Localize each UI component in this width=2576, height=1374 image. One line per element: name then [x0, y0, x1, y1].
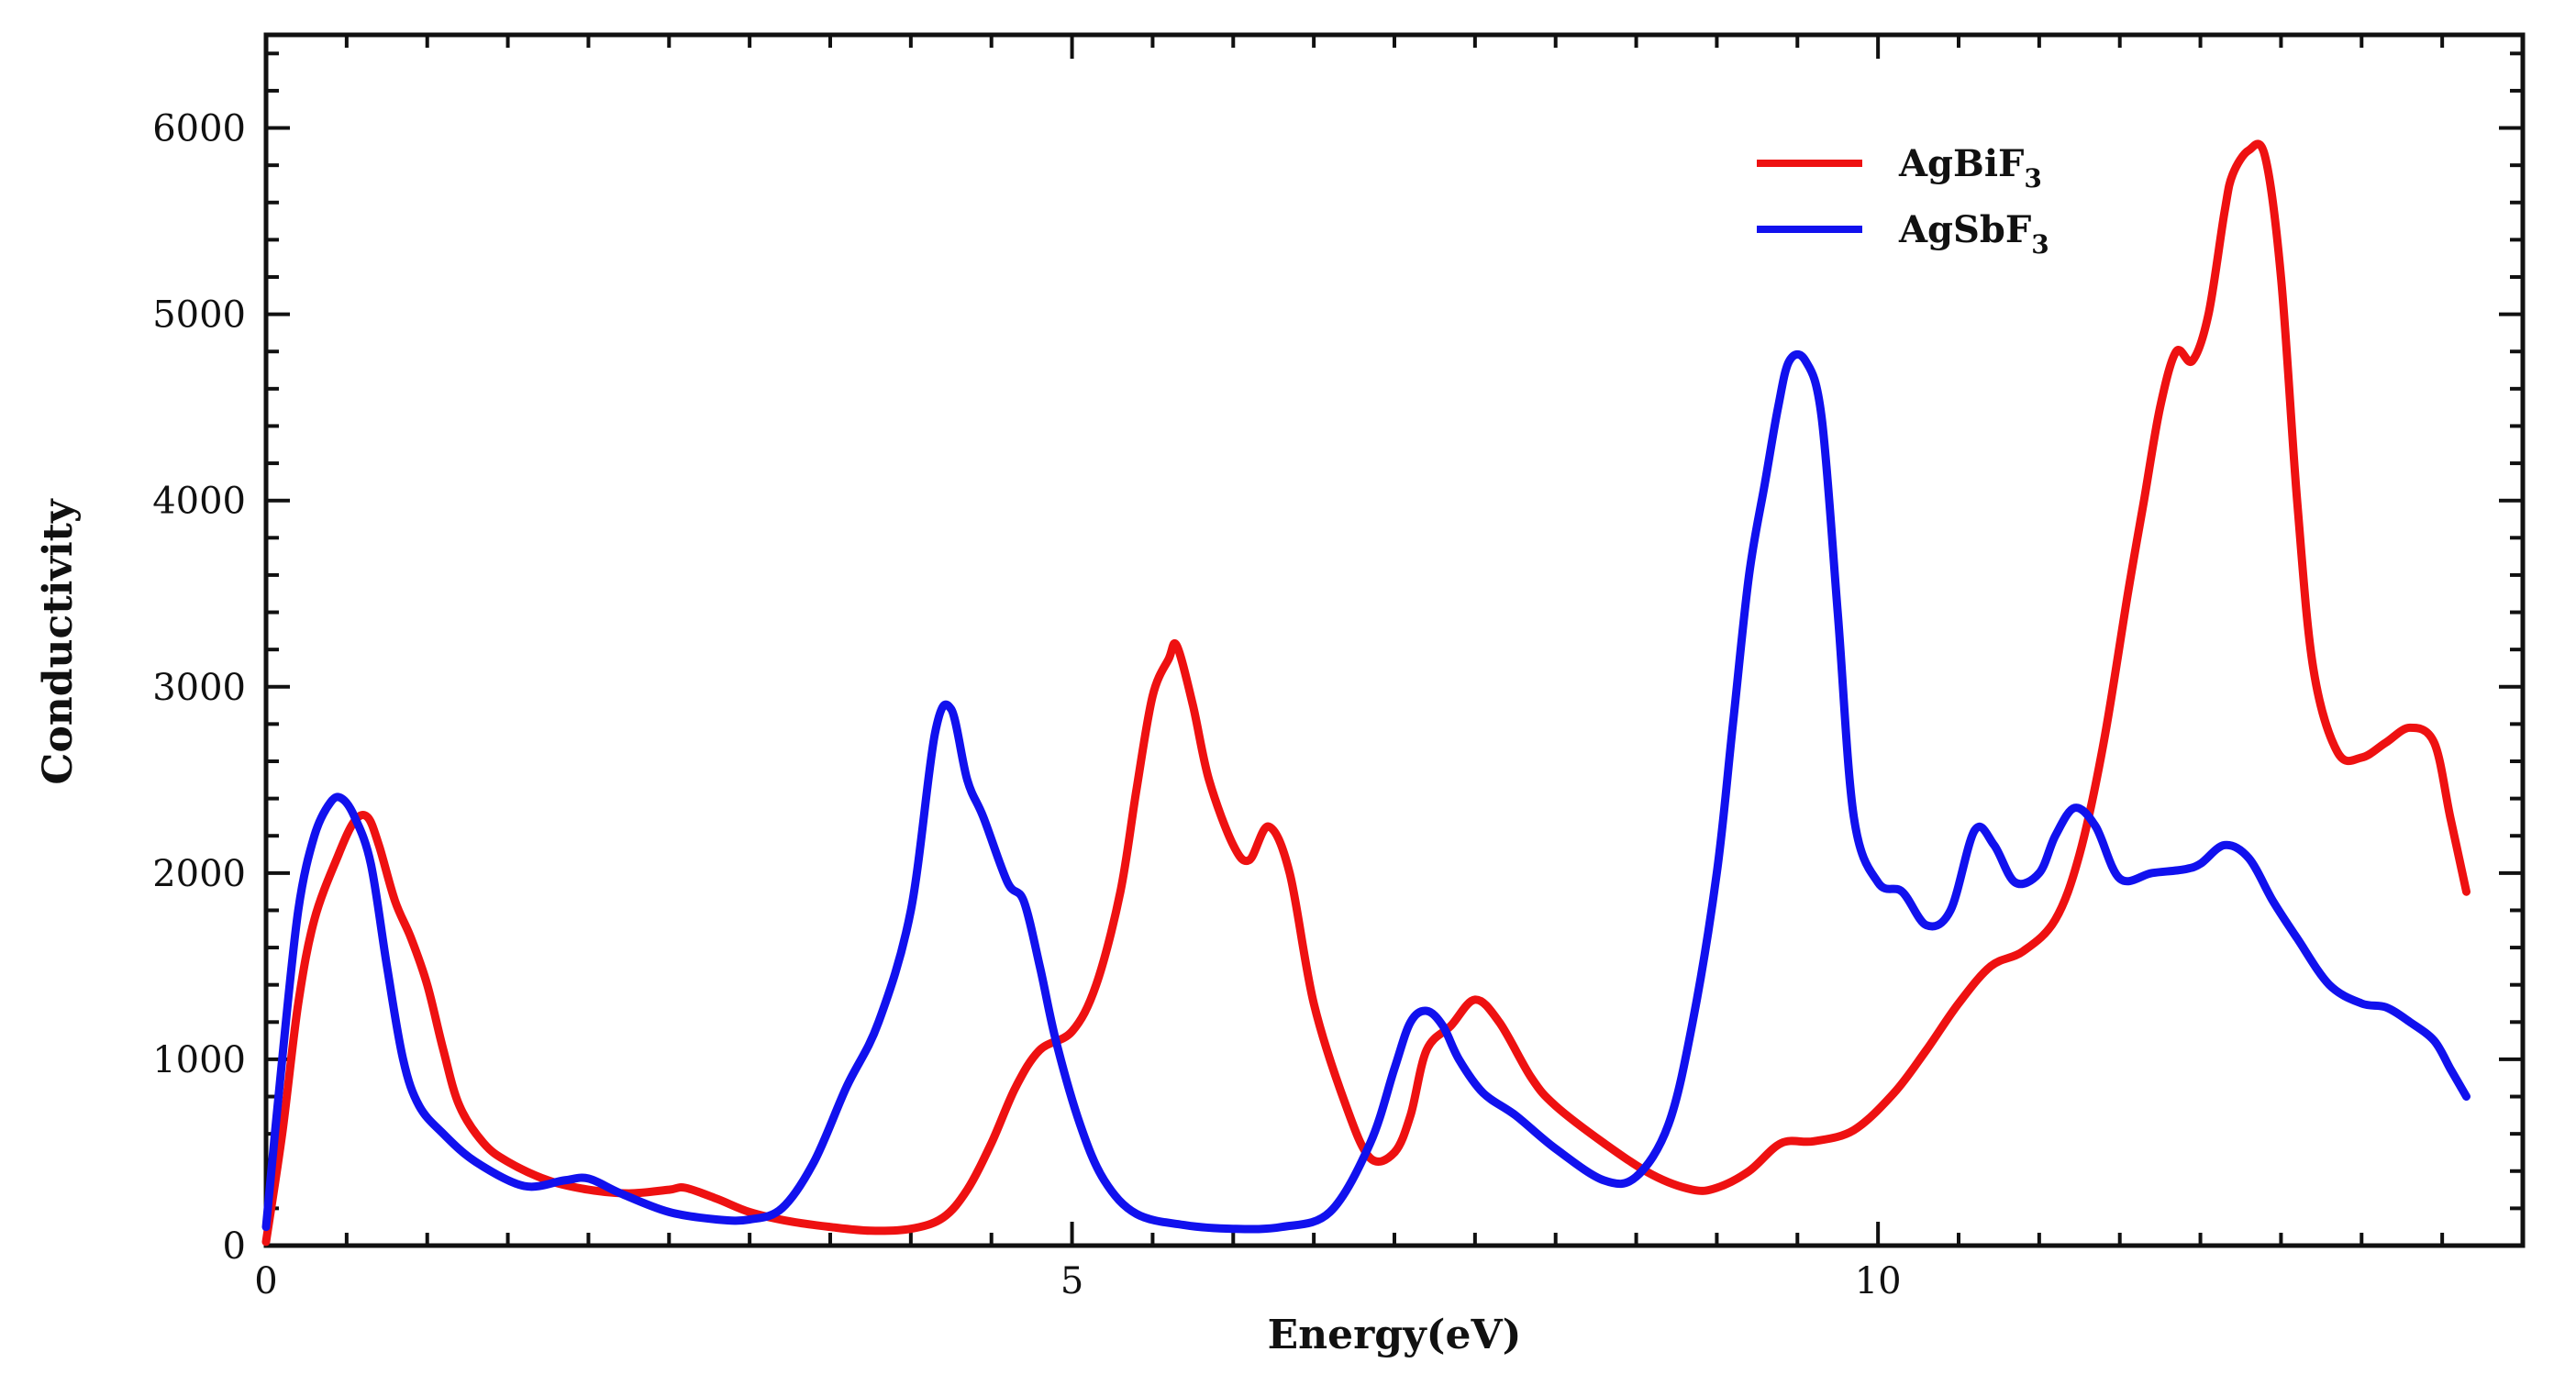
legend-label-agbif3-sub: 3 [2024, 163, 2041, 194]
y-tick-label: 6000 [152, 108, 246, 150]
y-tick-label: 5000 [152, 294, 246, 337]
y-tick-label: 1000 [152, 1039, 246, 1081]
legend-label-agsbf3: AgSbF3 [1898, 208, 2049, 260]
y-tick-label: 3000 [152, 667, 246, 709]
x-tick-label: 0 [254, 1260, 277, 1302]
legend-label-agsbf3-main: AgSbF [1898, 208, 2031, 251]
y-tick-label: 0 [223, 1225, 246, 1268]
series-layer [261, 139, 2471, 1247]
y-axis-title: Conductivity [35, 498, 82, 785]
legend-label-agbif3: AgBiF3 [1898, 142, 2042, 194]
axis-ticks [264, 35, 2525, 1247]
legend-label-agsbf3-sub: 3 [2031, 229, 2049, 260]
x-tick-label: 10 [1855, 1260, 1902, 1302]
axis-tick-labels: 0 5 10 0 1000 2000 3000 4000 5000 6000 [152, 108, 1901, 1302]
legend-label-agbif3-main: AgBiF [1898, 142, 2024, 185]
series-line-agsbf3 [261, 349, 2471, 1234]
legend: AgBiF3 AgSbF3 [1757, 142, 2049, 260]
x-axis-title: Energy(eV) [1268, 1312, 1522, 1358]
y-tick-label: 4000 [152, 481, 246, 523]
x-tick-label: 5 [1060, 1260, 1083, 1302]
y-tick-label: 2000 [152, 853, 246, 895]
